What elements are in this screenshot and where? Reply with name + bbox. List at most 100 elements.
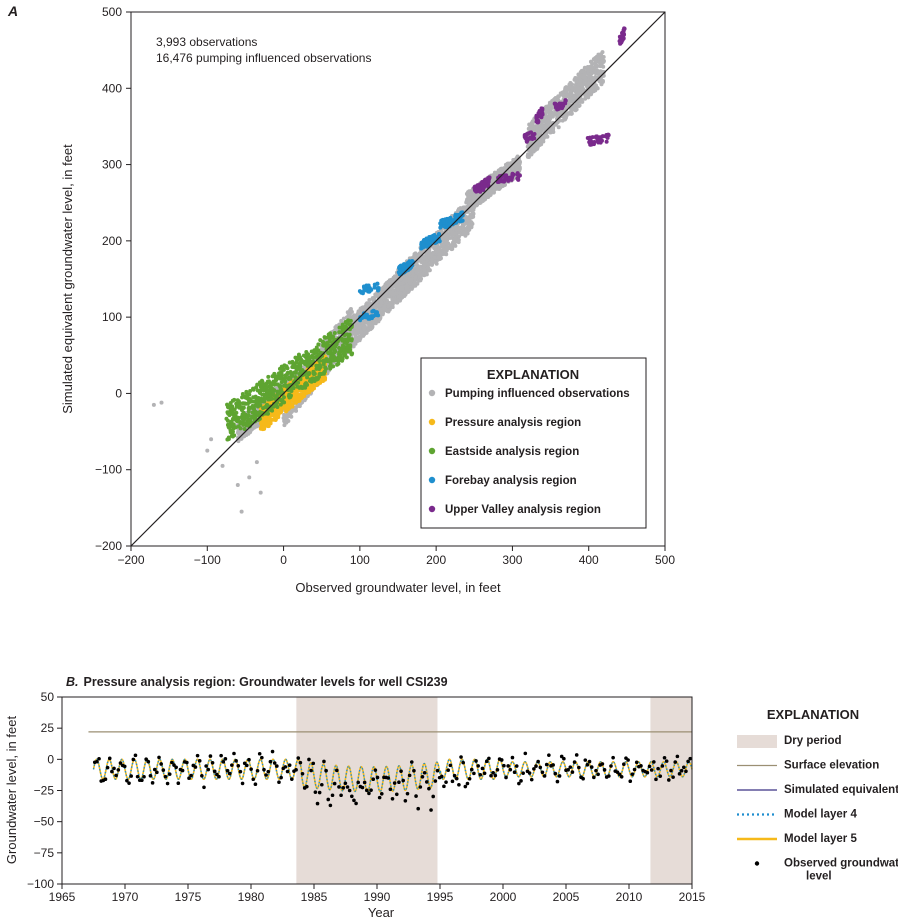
pumping-influenced-observations-point: [247, 475, 252, 480]
pressure-analysis-region-point: [287, 404, 292, 409]
pumping-influenced-observations-point: [414, 261, 419, 266]
pumping-influenced-observations-point: [422, 256, 427, 261]
eastside-analysis-region-point: [246, 409, 251, 414]
pumping-influenced-observations-point: [396, 294, 401, 299]
pressure-analysis-region-point: [290, 402, 295, 407]
pumping-influenced-observations-point: [238, 430, 243, 435]
pressure-analysis-region-point: [271, 417, 276, 422]
pumping-influenced-observations-point: [527, 126, 532, 131]
pumping-influenced-observations-point: [548, 130, 553, 135]
pumping-influenced-observations-point: [253, 423, 258, 428]
pumping-influenced-observations-point: [461, 231, 466, 236]
pumping-influenced-observations-point: [601, 58, 606, 63]
pumping-influenced-observations-point: [588, 59, 593, 64]
pumping-influenced-observations-point: [384, 292, 389, 297]
pumping-influenced-observations-point: [424, 271, 429, 276]
pumping-influenced-observations-point: [535, 146, 540, 151]
pumping-influenced-observations-point: [391, 277, 396, 282]
pumping-influenced-observations-point: [400, 287, 405, 292]
pumping-influenced-observations-point: [572, 95, 577, 100]
pumping-influenced-observations-point: [593, 83, 598, 88]
pressure-analysis-region-point: [261, 425, 266, 430]
pumping-influenced-observations-point: [569, 111, 574, 116]
pumping-influenced-observations-point: [220, 463, 225, 468]
pumping-influenced-observations-point: [453, 225, 458, 230]
pumping-influenced-observations-point: [413, 253, 418, 258]
pumping-influenced-observations-point: [488, 189, 493, 194]
pumping-influenced-observations-point: [464, 228, 469, 233]
pumping-influenced-observations-point: [531, 149, 536, 154]
pumping-influenced-observations-point: [492, 170, 497, 175]
pressure-analysis-region-point: [319, 378, 324, 383]
pumping-influenced-observations-point: [527, 151, 532, 156]
pumping-influenced-observations-point: [388, 290, 393, 295]
pressure-analysis-region-point: [295, 391, 300, 396]
pumping-influenced-observations-point: [373, 293, 378, 298]
pumping-influenced-observations-point: [254, 460, 259, 465]
pumping-influenced-observations-point: [558, 110, 563, 115]
pressure-analysis-region-point: [304, 390, 309, 395]
pumping-influenced-observations-point: [547, 120, 552, 125]
pressure-analysis-region-point: [297, 396, 302, 401]
pumping-influenced-observations-point: [569, 97, 574, 102]
pumping-influenced-observations-point: [478, 198, 483, 203]
pumping-influenced-observations-point: [379, 300, 384, 305]
pumping-influenced-observations-point: [570, 85, 575, 90]
pumping-influenced-observations-point: [385, 308, 390, 313]
pumping-influenced-observations-point: [404, 278, 409, 283]
panel-a-frame: [130, 11, 666, 547]
pumping-influenced-observations-point: [320, 347, 325, 352]
pumping-influenced-observations-point: [565, 103, 570, 108]
pumping-influenced-observations-point: [538, 139, 543, 144]
pumping-influenced-observations-point: [258, 490, 263, 495]
pumping-influenced-observations-point: [550, 114, 555, 119]
pumping-influenced-observations-point: [284, 417, 289, 422]
pumping-influenced-observations-point: [560, 118, 565, 123]
pumping-influenced-observations-point: [467, 200, 472, 205]
pumping-influenced-observations-point: [580, 75, 585, 80]
pumping-influenced-observations-point: [368, 301, 373, 306]
pumping-influenced-observations-point: [548, 116, 553, 121]
pumping-influenced-observations-point: [467, 197, 472, 202]
pumping-influenced-observations-point: [365, 304, 370, 309]
pumping-influenced-observations-point: [414, 270, 419, 275]
pumping-influenced-observations-point: [564, 113, 569, 118]
pumping-influenced-observations-point: [151, 402, 156, 407]
pumping-influenced-observations-point: [574, 102, 579, 107]
pumping-influenced-observations-point: [359, 332, 364, 337]
pumping-influenced-observations-point: [567, 85, 572, 90]
pumping-influenced-observations-point: [456, 208, 461, 213]
pumping-influenced-observations-point: [558, 91, 563, 96]
pressure-analysis-region-point: [264, 417, 269, 422]
pumping-influenced-observations-point: [363, 330, 368, 335]
pressure-analysis-region-point: [279, 406, 284, 411]
pumping-influenced-observations-point: [281, 416, 286, 421]
pumping-influenced-observations-point: [547, 100, 552, 105]
pumping-influenced-observations-point: [370, 296, 375, 301]
pressure-analysis-region-point: [259, 421, 264, 426]
pumping-influenced-observations-point: [239, 509, 244, 514]
pumping-influenced-observations-point: [398, 291, 403, 296]
pumping-influenced-observations-point: [555, 120, 560, 125]
pumping-influenced-observations-point: [600, 50, 605, 55]
pumping-influenced-observations-point: [588, 88, 593, 93]
pumping-influenced-observations-point: [580, 83, 585, 88]
pumping-influenced-observations-point: [592, 88, 597, 93]
pumping-influenced-observations-point: [581, 87, 586, 92]
pumping-influenced-observations-point: [450, 246, 455, 251]
pumping-influenced-observations-point: [469, 224, 474, 229]
pumping-influenced-observations-point: [576, 86, 581, 91]
pumping-influenced-observations-point: [576, 72, 581, 77]
pumping-influenced-observations-point: [367, 322, 372, 327]
pumping-influenced-observations-point: [467, 227, 472, 232]
pumping-influenced-observations-point: [546, 105, 551, 110]
pumping-influenced-observations-point: [594, 63, 599, 68]
pumping-influenced-observations-point: [574, 107, 579, 112]
pumping-influenced-observations-point: [468, 207, 473, 212]
pumping-influenced-observations-point: [289, 414, 294, 419]
pumping-influenced-observations-point: [588, 69, 593, 74]
pumping-influenced-observations-point: [334, 324, 339, 329]
pumping-influenced-observations-point: [408, 281, 413, 286]
pumping-influenced-observations-point: [540, 118, 545, 123]
